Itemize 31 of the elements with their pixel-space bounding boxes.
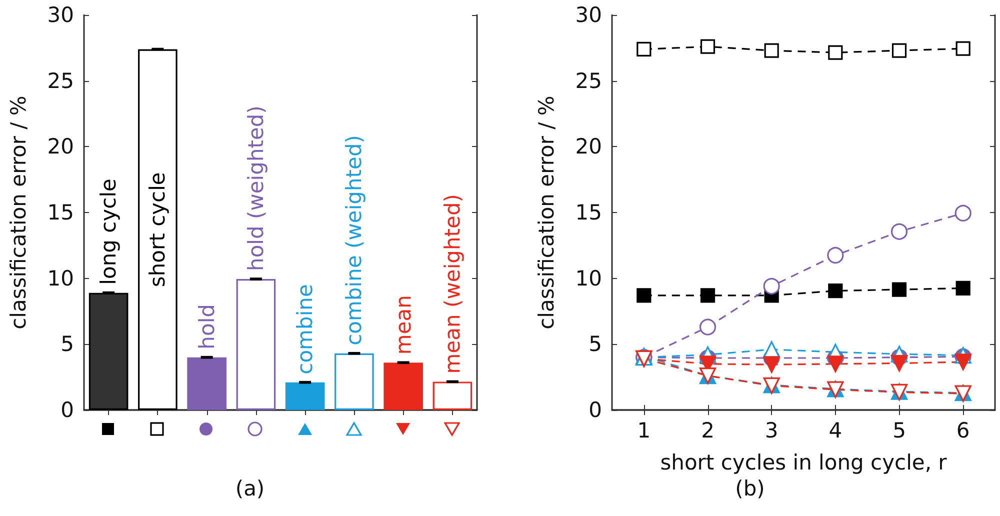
y-tick-label: 25 [47, 68, 74, 93]
y-tick-label: 10 [47, 266, 74, 290]
x-tick-label: 5 [892, 418, 906, 442]
x-tick-label: hold (weighted) [244, 106, 268, 271]
text: (b) [735, 476, 765, 500]
y-tick-label: 20 [47, 134, 74, 159]
y-axis-title: classification error / % [534, 96, 558, 330]
x-tick-label: 6 [956, 418, 970, 442]
x-tick-label: mean [391, 295, 416, 355]
y-tick-label: 0 [588, 398, 602, 422]
y-tick-label: 20 [575, 134, 602, 159]
text: (a) [235, 476, 265, 500]
x-tick-label: mean (weighted) [440, 194, 464, 374]
y-tick-label: 15 [47, 200, 74, 224]
y-axis-title: classification error / % [6, 96, 30, 330]
x-axis-title: short cycles in long cycle, r [660, 450, 948, 474]
y-tick-label: 15 [575, 200, 602, 224]
y-tick-label: 25 [575, 68, 602, 93]
x-tick-label: combine [293, 284, 318, 374]
y-tick-label: 10 [575, 266, 602, 290]
x-tick-label: 4 [828, 418, 842, 442]
x-tick-label: 3 [764, 418, 778, 442]
x-tick-label: 2 [701, 418, 714, 442]
y-tick-label: 30 [575, 3, 602, 27]
y-tick-label: 0 [60, 398, 74, 422]
x-tick-label: short cycle [146, 172, 170, 288]
x-tick-label: 1 [637, 418, 651, 442]
x-tick-label: long cycle [96, 178, 121, 285]
y-tick-label: 30 [47, 3, 74, 27]
x-tick-label: hold [194, 304, 219, 350]
x-tick-label: combine (weighted) [342, 135, 366, 346]
